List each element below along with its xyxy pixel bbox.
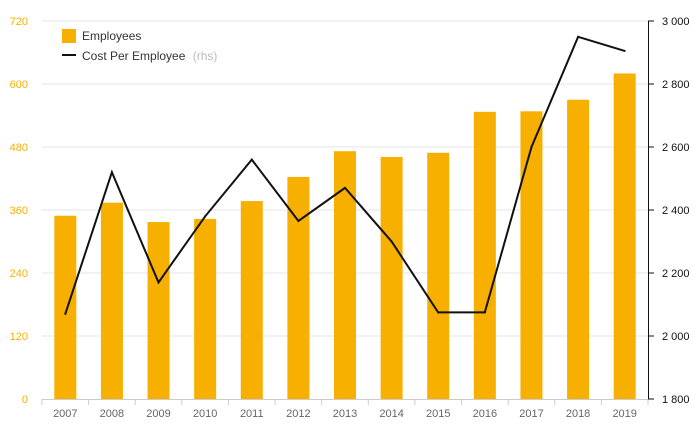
y-right-tick-label: 1 800	[662, 394, 690, 406]
y-left-tick-label: 0	[22, 394, 28, 406]
y-left-tick-label: 600	[10, 79, 28, 91]
bar-employees-2016	[473, 111, 496, 399]
y-left-tick-label: 480	[10, 142, 28, 154]
x-tick-label: 2015	[426, 408, 450, 420]
bar-employees-2018	[567, 99, 590, 399]
legend: Employees Cost Per Employee (rhs)	[62, 29, 217, 63]
bar-employees-2009	[147, 222, 170, 399]
point-cost-per-employee-2013	[344, 186, 346, 189]
bar-employees-2019	[613, 73, 636, 399]
x-tick-label: 2011	[240, 408, 264, 420]
y-left-tick-label: 360	[10, 205, 28, 217]
x-tick-label: 2018	[566, 408, 590, 420]
cost-per-employee-line-group	[64, 35, 626, 315]
bar-employees-2017	[520, 111, 543, 400]
bar-employees-2013	[334, 151, 356, 399]
y-left-tick-label: 240	[10, 268, 28, 280]
bar-employees-2012	[287, 176, 310, 399]
point-cost-per-employee-2017	[530, 146, 533, 148]
legend-label-cost-per-employee: Cost Per Employee (rhs)	[82, 49, 217, 63]
point-cost-per-employee-2011	[250, 158, 253, 161]
x-tick-label: 2012	[286, 408, 310, 420]
point-cost-per-employee-2016	[483, 311, 486, 314]
bar-employees-2007	[54, 215, 77, 399]
point-cost-per-employee-2010	[204, 215, 207, 218]
bar-employees-2014	[380, 156, 403, 399]
point-cost-per-employee-2018	[577, 35, 580, 38]
x-tick-label: 2013	[333, 408, 357, 420]
point-cost-per-employee-2007	[64, 312, 67, 315]
point-cost-per-employee-2012	[297, 220, 300, 223]
bar-employees-2011	[240, 201, 263, 399]
legend-label-employees: Employees	[82, 29, 141, 43]
point-cost-per-employee-2008	[110, 171, 113, 174]
x-tick-label: 2019	[612, 408, 636, 420]
point-cost-per-employee-2015	[437, 311, 440, 314]
y-left-tick-label: 720	[10, 16, 28, 28]
y-right-tick-label: 3 000	[662, 16, 690, 28]
employees-bars	[54, 73, 636, 400]
bar-employees-2008	[100, 202, 123, 399]
y-left-tick-label: 120	[10, 331, 28, 343]
y-right-tick-label: 2 800	[662, 79, 690, 91]
legend-cost-name: Cost Per Employee	[82, 49, 186, 63]
bar-employees-2015	[427, 152, 450, 399]
x-tick-label: 2009	[146, 408, 170, 420]
y-right-tick-label: 2 000	[662, 331, 690, 343]
x-tick-label: 2007	[53, 408, 77, 420]
axes: 2007 2008 2009 2010 2011 2012 2013 2014 2015 2016…	[10, 16, 690, 420]
x-tick-label: 2008	[100, 408, 124, 420]
y-right-tick-label: 2 400	[662, 205, 690, 217]
x-tick-label: 2017	[519, 408, 543, 420]
x-tick-label: 2014	[379, 408, 403, 420]
legend-swatch-employees	[62, 29, 76, 43]
point-cost-per-employee-2019	[623, 49, 626, 52]
y-right-tick-label: 2 600	[662, 142, 690, 154]
x-tick-label: 2010	[193, 408, 217, 420]
point-cost-per-employee-2014	[390, 240, 393, 243]
point-cost-per-employee-2009	[157, 281, 160, 284]
bar-employees-2010	[194, 218, 217, 399]
legend-cost-suffix: (rhs)	[193, 49, 218, 63]
y-right-tick-label: 2 200	[662, 268, 690, 280]
x-tick-label: 2016	[473, 408, 497, 420]
